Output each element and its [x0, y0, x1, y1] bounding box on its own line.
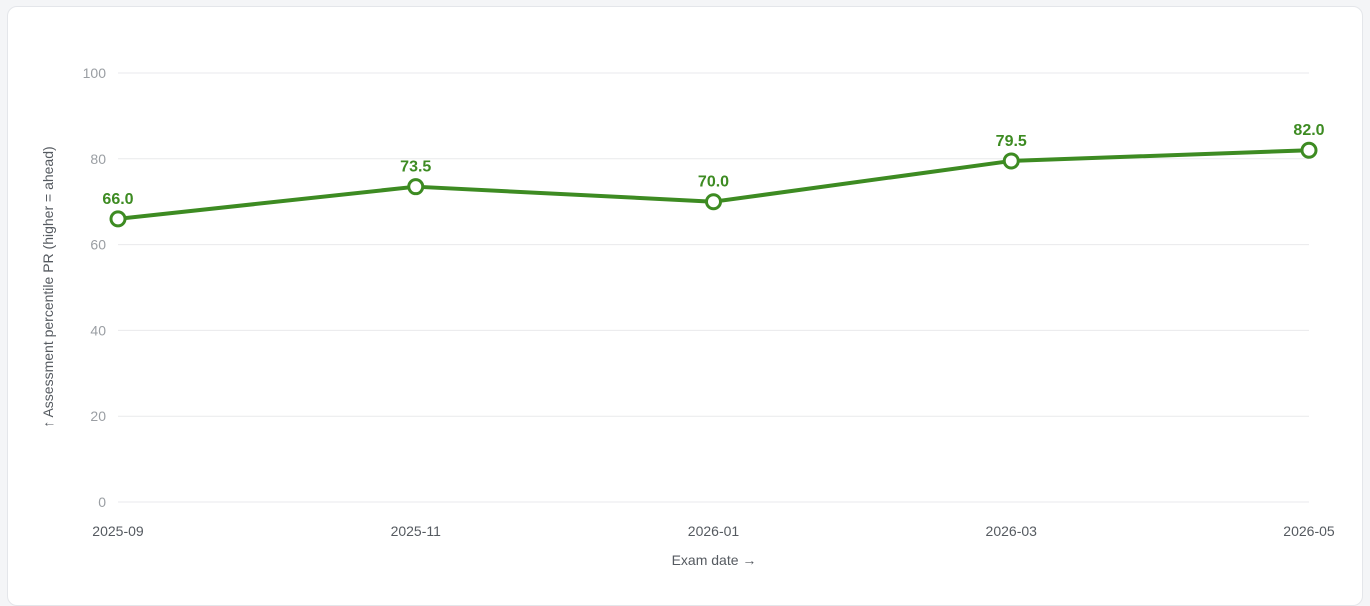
grid-lines	[118, 72, 1309, 503]
x-tick-label: 2025-09	[92, 523, 144, 539]
data-label: 70.0	[698, 174, 729, 191]
data-label: 82.0	[1293, 122, 1324, 139]
data-point[interactable]	[109, 210, 127, 228]
x-tick-label: 2026-01	[688, 523, 740, 539]
y-axis-title: ↑ Assessment percentile PR (higher = ahe…	[40, 146, 56, 427]
y-tick-label: 40	[90, 322, 106, 338]
x-axis-title: Exam date →	[672, 552, 757, 568]
y-tick-label: 80	[90, 151, 106, 167]
x-tick-label: 2026-05	[1283, 523, 1335, 539]
x-axis-ticks: 2025-09 2025-11 2026-01 2026-03 2026-05	[92, 523, 1335, 539]
data-point[interactable]	[705, 193, 722, 211]
data-label: 79.5	[996, 133, 1027, 150]
series-group: 66.0 73.5 70.0 79.5 82.0	[102, 122, 1325, 228]
y-tick-label: 0	[98, 494, 106, 510]
data-point[interactable]	[407, 178, 425, 196]
x-tick-label: 2026-03	[986, 523, 1038, 539]
data-label: 66.0	[102, 191, 133, 208]
y-tick-label: 100	[83, 65, 107, 81]
y-tick-label: 60	[90, 237, 106, 253]
data-label: 73.5	[400, 159, 431, 176]
chart-card	[7, 6, 1363, 606]
data-point[interactable]	[1002, 152, 1020, 170]
y-axis-ticks: 0 20 40 60 80 100	[83, 65, 107, 510]
x-tick-label: 2025-11	[391, 523, 442, 539]
y-tick-label: 20	[90, 408, 106, 424]
data-point[interactable]	[1300, 141, 1318, 159]
